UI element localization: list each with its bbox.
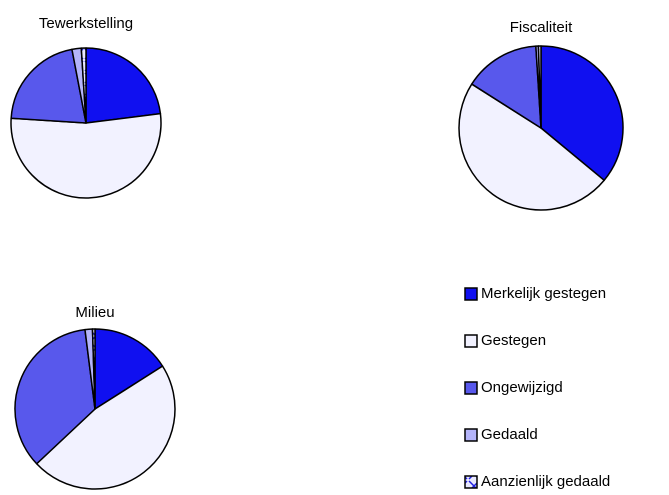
legend-label: Ongewijzigd (481, 379, 563, 396)
pie-slice (471, 45, 542, 129)
legend-swatch (464, 428, 478, 442)
pie-slice (35, 365, 176, 490)
pie-slice (14, 328, 96, 465)
legend-label: Merkelijk gestegen (481, 285, 606, 302)
legend-label: Gedaald (481, 426, 538, 443)
pie-slice (91, 328, 96, 410)
pie-slice (10, 48, 87, 124)
pie-slice (94, 328, 164, 410)
pie-slice (458, 83, 605, 211)
pie-title: Milieu (75, 304, 114, 321)
pie-slice (10, 112, 162, 199)
legend-swatch (464, 381, 478, 395)
pie-title: Tewerkstelling (39, 15, 133, 32)
legend-label: Gestegen (481, 332, 546, 349)
legend-swatch (464, 334, 478, 348)
legend-label: Aanzienlijk gedaald (481, 473, 610, 490)
pie-slice (85, 47, 162, 124)
legend-swatch (464, 287, 478, 301)
pie-slice (540, 45, 624, 182)
pie-title: Fiscaliteit (510, 19, 573, 36)
pie-slice (537, 45, 542, 129)
legend-swatch (464, 475, 478, 489)
pie-slice (80, 47, 87, 124)
